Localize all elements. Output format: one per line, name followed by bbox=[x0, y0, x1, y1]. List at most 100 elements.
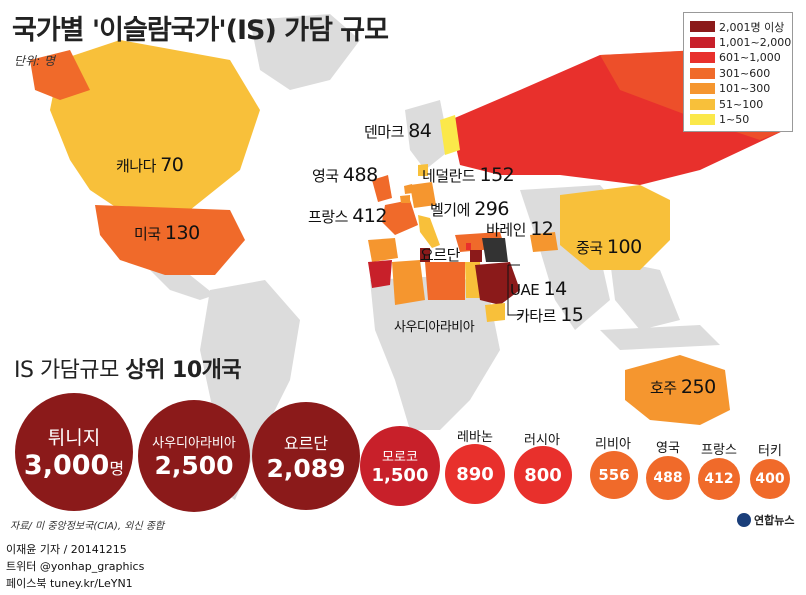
top10-title-bold: 상위 10개국 bbox=[125, 358, 242, 383]
legend-label: 301~600 bbox=[719, 66, 771, 80]
legend-swatch bbox=[690, 36, 715, 48]
map-label-bahrain: 바레인 12 bbox=[486, 218, 554, 240]
netherlands-shape bbox=[404, 184, 413, 194]
bubble-jordan: 요르단 2,089 bbox=[252, 402, 360, 510]
libya-shape bbox=[425, 262, 465, 300]
spain-shape bbox=[368, 238, 398, 262]
bubble-value: 890 bbox=[456, 463, 494, 485]
legend-swatch bbox=[690, 98, 715, 110]
map-label-usa: 미국 130 bbox=[134, 222, 200, 244]
legend-item: 1~50 bbox=[690, 112, 786, 128]
legend-swatch bbox=[690, 21, 715, 33]
country-value: 152 bbox=[479, 164, 515, 186]
legend-label: 51~100 bbox=[719, 97, 764, 111]
southeast-asia-shape bbox=[610, 260, 680, 330]
country-value: 100 bbox=[606, 236, 642, 258]
africa-shape bbox=[370, 275, 500, 430]
country-name: 벨기에 bbox=[430, 201, 470, 219]
map-label-qatar: 카타르 15 bbox=[516, 304, 584, 326]
map-label-france: 프랑스 412 bbox=[308, 205, 387, 227]
legend-swatch bbox=[690, 67, 715, 79]
legend-item: 601~1,000 bbox=[690, 50, 786, 66]
country-name: 바레인 bbox=[486, 221, 526, 239]
legend-item: 2,001명 이상 bbox=[690, 19, 786, 35]
bubble-label-uk: 영국 bbox=[656, 441, 680, 456]
bubble-uk: 488 bbox=[646, 456, 690, 500]
legend-item: 51~100 bbox=[690, 97, 786, 113]
map-label-uae: UAE 14 bbox=[510, 278, 567, 300]
alaska-shape bbox=[30, 50, 90, 100]
afghanistan-shape bbox=[530, 232, 558, 252]
china-shape bbox=[560, 185, 670, 270]
bubble-france: 412 bbox=[698, 458, 740, 500]
country-value: 296 bbox=[474, 198, 509, 220]
bubble-value-wrap: 3,000명 bbox=[24, 450, 124, 481]
legend-item: 301~600 bbox=[690, 66, 786, 82]
bubble-value: 488 bbox=[653, 470, 683, 486]
france-shape bbox=[382, 200, 418, 235]
country-name: 프랑스 bbox=[308, 208, 348, 226]
bubble-value: 1,500 bbox=[371, 465, 429, 486]
leader-lines bbox=[507, 264, 522, 316]
bubble-suffix: 명 bbox=[109, 459, 125, 478]
country-name: 캐나다 bbox=[116, 157, 156, 175]
scandinavia-shape bbox=[405, 100, 450, 170]
denmark-shape bbox=[418, 164, 428, 176]
country-value: 12 bbox=[530, 218, 554, 240]
bubble-country: 모로코 bbox=[382, 450, 418, 465]
yonhap-logo: 연합뉴스 bbox=[737, 512, 794, 528]
top10-title-prefix: IS 가담규모 bbox=[14, 358, 119, 383]
unit-label: 단위: 명 bbox=[14, 54, 55, 68]
bubble-value: 412 bbox=[704, 471, 734, 487]
bubble-value: 2,500 bbox=[154, 451, 234, 480]
bubble-value: 800 bbox=[524, 464, 562, 486]
top10-title: IS 가담규모 상위 10개국 bbox=[14, 352, 242, 384]
australia-shape bbox=[625, 355, 730, 425]
page-title: 국가별 '이슬람국가'(IS) 가담 규모 bbox=[12, 15, 389, 46]
country-value: 84 bbox=[408, 120, 432, 142]
country-name: 미국 bbox=[134, 225, 161, 243]
legend-item: 1,001~2,000 bbox=[690, 35, 791, 51]
country-value: 70 bbox=[160, 154, 184, 176]
greenland-shape bbox=[250, 14, 360, 90]
country-name: 중국 bbox=[576, 239, 603, 257]
legend-label: 2,001명 이상 bbox=[719, 20, 785, 34]
source-note: 자료/ 미 중앙정보국(CIA), 외신 종합 bbox=[10, 521, 165, 532]
bubble-value: 2,089 bbox=[266, 453, 346, 483]
map-label-australia: 호주 250 bbox=[650, 376, 716, 398]
legend-label: 101~300 bbox=[719, 82, 771, 96]
lebanon-shape bbox=[466, 243, 471, 250]
morocco-shape bbox=[368, 260, 392, 288]
credit-facebook: 페이스북 tuney.kr/LeYN1 bbox=[6, 577, 133, 590]
legend-label: 601~1,000 bbox=[719, 51, 781, 65]
country-name: 네덜란드 bbox=[422, 167, 476, 185]
legend-item: 101~300 bbox=[690, 81, 786, 97]
map-label-belgium: 벨기에 296 bbox=[430, 198, 509, 220]
world-map bbox=[30, 14, 790, 500]
country-value: 412 bbox=[352, 205, 387, 227]
bubble-lebanon: 890 bbox=[445, 444, 505, 504]
bubble-label-russia: 러시아 bbox=[524, 433, 560, 448]
legend-swatch bbox=[690, 52, 715, 64]
country-value: 14 bbox=[543, 278, 568, 300]
bubble-value: 3,000 bbox=[23, 450, 110, 481]
legend-swatch bbox=[690, 114, 715, 126]
country-name: 덴마크 bbox=[364, 123, 404, 141]
bubble-label-turkey: 터키 bbox=[758, 444, 782, 459]
usa-shape bbox=[95, 205, 245, 275]
belgium-shape bbox=[400, 195, 410, 203]
logo-icon bbox=[737, 513, 751, 527]
bubble-value: 556 bbox=[598, 466, 630, 484]
country-value: 130 bbox=[164, 222, 200, 244]
map-panel: 국가별 '이슬람국가'(IS) 가담 규모 단위: 명 2,001명 이상 1,… bbox=[10, 12, 795, 532]
country-value: 488 bbox=[342, 164, 378, 186]
map-label-denmark: 덴마크 84 bbox=[364, 120, 432, 142]
map-label-jordan: 요르단 bbox=[420, 244, 460, 265]
map-label-uk: 영국 488 bbox=[312, 164, 378, 186]
tunisia-shape bbox=[420, 248, 430, 262]
central-america-shape bbox=[150, 270, 215, 300]
bubble-label-libya: 리비아 bbox=[595, 437, 631, 452]
country-name: 카타르 bbox=[516, 307, 556, 325]
legend-label: 1,001~2,000 bbox=[719, 35, 792, 49]
bubble-russia: 800 bbox=[514, 446, 572, 504]
